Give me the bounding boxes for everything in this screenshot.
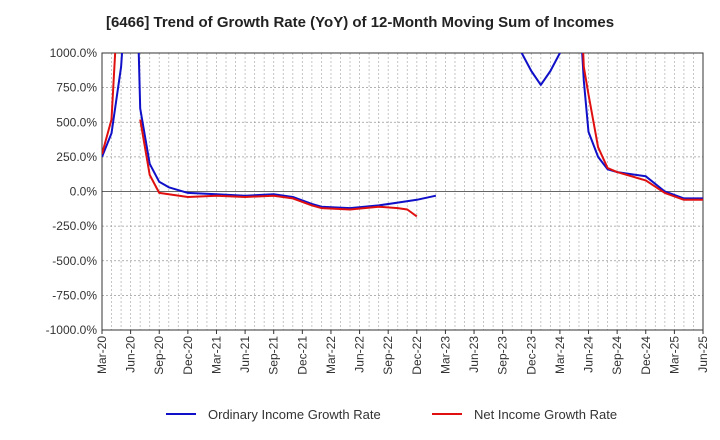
y-tick-label: -750.0%: [52, 288, 97, 302]
plot-border: [101, 52, 704, 331]
y-tick-label: -250.0%: [52, 219, 97, 233]
x-tick-label: Dec-21: [295, 336, 309, 375]
y-tick-label: 0.0%: [70, 185, 98, 199]
x-tick-label: Dec-24: [639, 336, 653, 375]
x-tick-label: Jun-24: [582, 336, 596, 373]
y-tick-label: -1000.0%: [46, 323, 98, 337]
x-tick-label: Mar-20: [95, 336, 109, 374]
x-tick-label: Mar-25: [667, 336, 681, 374]
series-line: [582, 53, 703, 201]
x-tick-label: Sep-21: [267, 336, 281, 375]
x-tick-label: Sep-20: [152, 336, 166, 375]
x-tick-label: Sep-24: [610, 336, 624, 375]
series-line: [520, 53, 561, 86]
y-tick-label: 750.0%: [56, 81, 97, 95]
x-tick-label: Jun-25: [696, 336, 710, 373]
series-line: [102, 53, 124, 158]
x-tick-label: Jun-20: [124, 336, 138, 373]
series-line: [137, 53, 437, 210]
x-tick-label: Mar-23: [438, 336, 452, 374]
x-tick-label: Jun-23: [467, 336, 481, 373]
y-tick-label: 250.0%: [56, 150, 97, 164]
chart-title: [6466] Trend of Growth Rate (YoY) of 12-…: [105, 14, 615, 31]
x-tick-label: Sep-23: [496, 336, 510, 375]
series-line: [139, 119, 418, 218]
legend-label: Ordinary Income Growth Rate: [208, 407, 381, 422]
y-tick-label: -500.0%: [52, 254, 97, 268]
x-tick-label: Mar-21: [209, 336, 223, 374]
legend-label: Net Income Growth Rate: [474, 407, 617, 422]
series-line: [102, 53, 117, 155]
x-tick-label: Jun-22: [353, 336, 367, 373]
series-group: [102, 53, 703, 218]
series-line: [581, 53, 703, 200]
x-tick-label: Dec-23: [524, 336, 538, 375]
x-tick-label: Dec-22: [410, 336, 424, 375]
x-tick-label: Mar-24: [553, 336, 567, 374]
y-tick-label: 500.0%: [56, 115, 97, 129]
x-tick-label: Mar-22: [324, 336, 338, 374]
y-tick-label: 1000.0%: [50, 46, 98, 60]
x-tick-label: Dec-20: [181, 336, 195, 375]
x-tick-label: Jun-21: [238, 336, 252, 373]
x-tick-label: Sep-22: [381, 336, 395, 375]
